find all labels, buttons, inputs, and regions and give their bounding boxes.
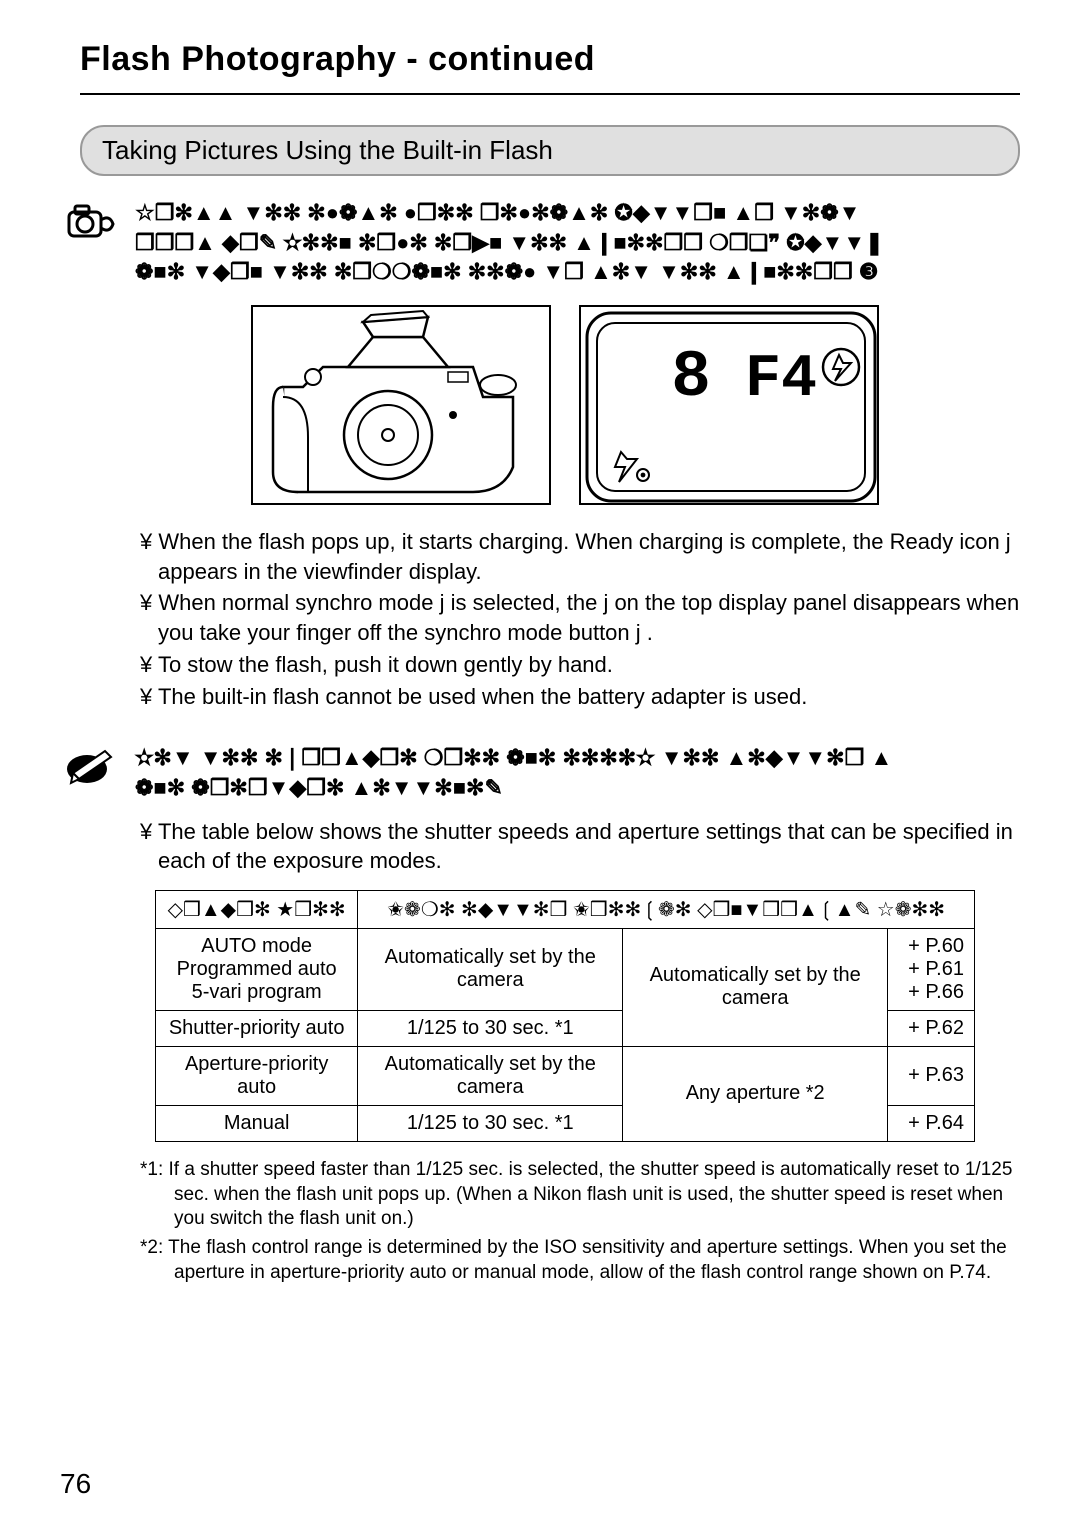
bullet-item: ¥ When the flash pops up, it starts char…: [140, 527, 1020, 586]
table-header: ◇❒▲◆❒✻ ★❒✻✻: [156, 890, 358, 928]
section-subheader: Taking Pictures Using the Built-in Flash: [80, 125, 1020, 176]
table-cell-shutter: Automatically set by the camera: [358, 1046, 623, 1105]
page-title-wrap: Flash Photography - continued: [80, 40, 1020, 95]
pencil-icon: [65, 743, 117, 800]
bullet-list-1: ¥ When the flash pops up, it starts char…: [140, 527, 1020, 711]
bullet-item: ¥ To stow the flash, push it down gently…: [140, 650, 1020, 680]
table-cell-mode: Manual: [156, 1105, 358, 1141]
instruction-block-2: ✫✻▼ ▼✻✻ ✻❘❒❒▲◆❒✻ ❍❒✻✻ ❁■✻ ✻✻✻✻✫ ▼✻✻ ▲✻◆▼…: [65, 743, 1020, 802]
footnote: *1: If a shutter speed faster than 1/125…: [140, 1158, 1020, 1232]
table-cell-mode: AUTO mode Programmed auto 5-vari program: [156, 928, 358, 1010]
camera-illustration: [251, 305, 551, 505]
bullet-item: ¥ The built-in flash cannot be used when…: [140, 682, 1020, 712]
table-header: ✬❁❍✻ ✻◆▼▼✻❒ ✬❒✻✻❲❁✻ ◇❒■▼❒❒▲❲▲✎ ☆❁✻✻: [358, 890, 975, 928]
table-cell-shutter: 1/125 to 30 sec. *1: [358, 1105, 623, 1141]
exposure-table: ◇❒▲◆❒✻ ★❒✻✻ ✬❁❍✻ ✻◆▼▼✻❒ ✬❒✻✻❲❁✻ ◇❒■▼❒❒▲❲…: [155, 890, 975, 1142]
table-cell-shutter: 1/125 to 30 sec. *1: [358, 1010, 623, 1046]
table-cell-aperture: Any aperture *2: [623, 1046, 888, 1141]
obscured-text-2: ✫✻▼ ▼✻✻ ✻❘❒❒▲◆❒✻ ❍❒✻✻ ❁■✻ ✻✻✻✻✫ ▼✻✻ ▲✻◆▼…: [135, 743, 1020, 802]
table-caption: ¥ The table below shows the shutter spee…: [140, 817, 1020, 876]
lcd-aperture: F4: [745, 346, 817, 414]
lcd-panel-illustration: 8 F4: [579, 305, 879, 505]
footnote: *2: The flash control range is determine…: [140, 1236, 1020, 1285]
table-cell-mode: Aperture-priority auto: [156, 1046, 358, 1105]
lcd-frame-count: 8: [671, 340, 711, 415]
table-cell-ref: + P.64: [888, 1105, 975, 1141]
bullet-item: ¥ When normal synchro mode j is selected…: [140, 588, 1020, 647]
page-title: Flash Photography - continued: [80, 40, 1020, 79]
page-number: 76: [60, 1468, 91, 1500]
table-cell-ref: + P.63: [888, 1046, 975, 1105]
camera-icon: [65, 198, 117, 255]
table-cell-shutter: Automatically set by the camera: [358, 928, 623, 1010]
table-cell-ref: + P.62: [888, 1010, 975, 1046]
illustration-row: 8 F4: [110, 305, 1020, 505]
table-cell-aperture: Automatically set by the camera: [623, 928, 888, 1046]
instruction-block-1: ☆❒✻▲▲ ▼✻✻ ✻●❁▲✻ ●❒✻✻ ❒✻●✻❁▲✻ ✪◆▼▼❒■ ▲❒ ▼…: [65, 198, 1020, 287]
table-cell-mode: Shutter-priority auto: [156, 1010, 358, 1046]
obscured-text-1: ☆❒✻▲▲ ▼✻✻ ✻●❁▲✻ ●❒✻✻ ❒✻●✻❁▲✻ ✪◆▼▼❒■ ▲❒ ▼…: [135, 198, 1020, 287]
table-cell-ref: + P.60 + P.61 + P.66: [888, 928, 975, 1010]
